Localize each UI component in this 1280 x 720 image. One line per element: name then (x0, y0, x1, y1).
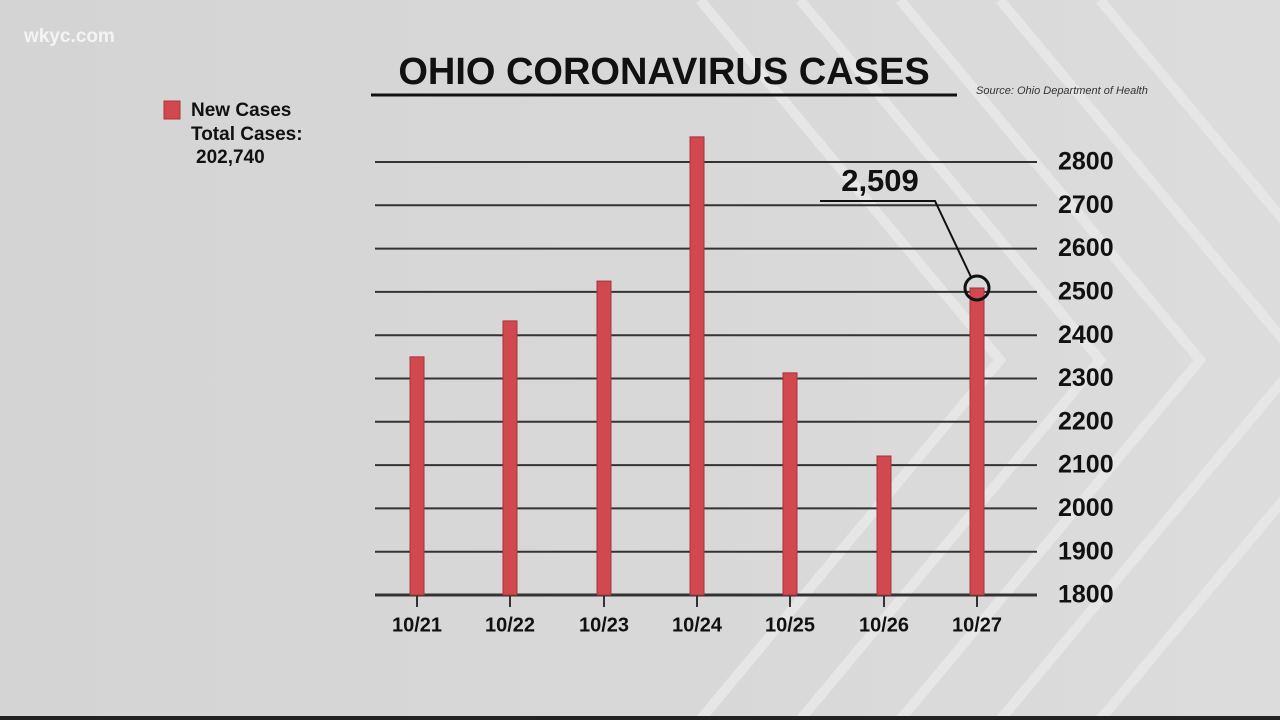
x-tick-label: 10/26 (859, 614, 909, 636)
annotation-circle (963, 274, 991, 302)
bar (876, 455, 892, 596)
bar (502, 320, 518, 596)
bar (689, 136, 705, 596)
y-tick-label: 1800 (1058, 581, 1114, 609)
source: Source: Ohio Department of Health (976, 85, 1148, 97)
y-tick-label: 2100 (1058, 451, 1114, 479)
y-tick-label: 2300 (1058, 364, 1114, 392)
x-tick-label: 10/25 (765, 614, 815, 636)
watermark: wkyc.com (23, 26, 115, 47)
bar (782, 372, 798, 596)
y-tick-label: 2000 (1058, 494, 1114, 522)
legend-swatch (163, 100, 181, 120)
y-tick-label: 2800 (1058, 148, 1114, 176)
chevron-pattern (696, 0, 1280, 720)
value-label: 2,509 (841, 163, 919, 198)
x-tick-label: 10/21 (392, 614, 442, 636)
y-tick-label: 2600 (1058, 234, 1114, 262)
legend-note: 202,740 (196, 147, 265, 168)
x-tick-label: 10/23 (579, 614, 629, 636)
x-tick-label: 10/22 (485, 614, 535, 636)
y-tick-label: 2200 (1058, 407, 1114, 435)
x-tick-label: 10/27 (952, 614, 1002, 636)
x-tick-label: 10/24 (672, 614, 723, 636)
legend-label: New Cases (191, 100, 291, 121)
y-tick-label: 2700 (1058, 191, 1114, 219)
y-tick-label: 1900 (1058, 537, 1114, 565)
bar (409, 356, 425, 596)
y-tick-label: 2500 (1058, 278, 1114, 306)
y-tick-label: 2400 (1058, 321, 1114, 349)
annotation-leader (820, 200, 972, 278)
chart-title: OHIO CORONAVIRUS CASES (398, 51, 929, 93)
legend-note: Total Cases: (191, 124, 303, 145)
bar (596, 280, 612, 596)
bottom-bar (0, 716, 1280, 720)
bar (969, 287, 985, 596)
